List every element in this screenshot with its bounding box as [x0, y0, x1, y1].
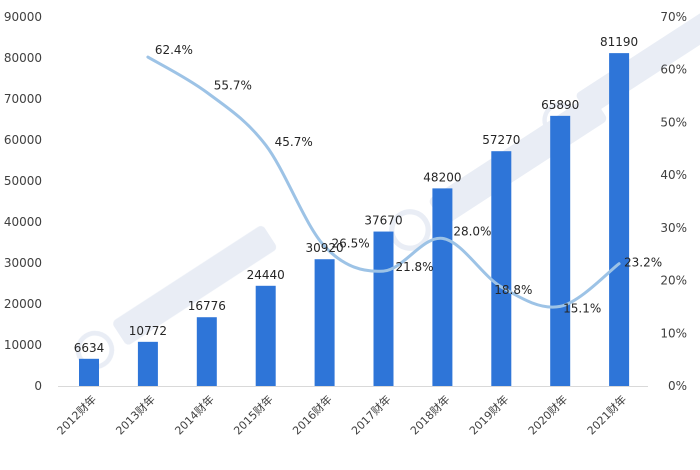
y-right-tick-label: 10%	[660, 326, 687, 340]
y-left-tick-label: 0	[34, 379, 42, 393]
x-tick-label: 2016财年	[289, 392, 334, 437]
y-right-tick-label: 0%	[668, 379, 687, 393]
watermark-bar	[113, 226, 277, 345]
bar	[373, 231, 394, 386]
line-value-label: 15.1%	[563, 301, 601, 315]
y-right-tick-label: 60%	[660, 63, 687, 77]
right-axis: 0% 10% 20% 30% 40% 50% 60% 70%	[660, 10, 687, 393]
line-value-label: 62.4%	[155, 43, 193, 57]
x-tick-label: 2013财年	[113, 392, 158, 437]
y-left-tick-label: 20000	[4, 297, 42, 311]
bar	[314, 259, 335, 386]
bar-value-label: 16776	[188, 299, 226, 313]
y-right-tick-label: 40%	[660, 168, 687, 182]
bar	[255, 285, 276, 386]
y-left-tick-label: 90000	[4, 10, 42, 24]
x-tick-label: 2018财年	[407, 392, 452, 437]
bar-labels: 6634 10772 16776 24440 30920 37670 48200 57270 6…	[74, 35, 638, 355]
y-left-tick-label: 40000	[4, 215, 42, 229]
y-left-tick-label: 50000	[4, 174, 42, 188]
bar-value-label: 6634	[74, 341, 105, 355]
x-tick-label: 2020财年	[525, 392, 570, 437]
bar-value-label: 37670	[364, 214, 402, 228]
bar-value-label: 65890	[541, 98, 579, 112]
x-tick-label: 2015财年	[231, 392, 276, 437]
x-tick-label: 2021财年	[584, 392, 629, 437]
line-series	[146, 55, 621, 309]
bar	[137, 341, 158, 386]
y-right-tick-label: 30%	[660, 221, 687, 235]
y-right-tick-label: 70%	[660, 10, 687, 24]
y-left-tick-label: 30000	[4, 256, 42, 270]
y-left-tick-label: 60000	[4, 133, 42, 147]
bar-value-label: 57270	[482, 133, 520, 147]
y-left-tick-label: 80000	[4, 51, 42, 65]
y-right-tick-label: 20%	[660, 274, 687, 288]
bar-value-label: 30920	[306, 241, 344, 255]
line-value-label: 26.5%	[332, 236, 370, 250]
left-axis: 0 10000 20000 30000 40000 50000 60000 70000 8000…	[4, 10, 42, 393]
bar-value-label: 81190	[600, 35, 638, 49]
watermark-ring	[389, 209, 431, 251]
bar-value-label: 10772	[129, 324, 167, 338]
bar	[196, 317, 217, 386]
line-labels: 62.4% 55.7% 45.7% 26.5% 21.8% 28.0% 18.8% 15.1%…	[155, 43, 662, 315]
x-axis: 2012财年 2013财年 2014财年 2015财年 2016财年 2017财年 2018…	[54, 386, 648, 437]
line-value-label: 21.8%	[395, 260, 433, 274]
x-tick-label: 2014财年	[172, 392, 217, 437]
bar	[609, 53, 630, 386]
line-value-label: 23.2%	[624, 256, 662, 270]
bar-value-label: 24440	[247, 268, 285, 282]
y-left-tick-label: 70000	[4, 92, 42, 106]
bar	[550, 115, 571, 386]
line-value-label: 28.0%	[453, 224, 491, 238]
line-value-label: 18.8%	[494, 283, 532, 297]
bar	[491, 151, 512, 386]
x-tick-label: 2019财年	[466, 392, 511, 437]
growth-line	[146, 55, 621, 309]
x-tick-label: 2017财年	[348, 392, 393, 437]
watermark-bar	[429, 95, 607, 225]
bar	[432, 188, 453, 386]
y-right-tick-label: 50%	[660, 115, 687, 129]
bar-value-label: 48200	[423, 170, 461, 184]
line-value-label: 55.7%	[214, 78, 252, 92]
line-value-label: 45.7%	[275, 135, 313, 149]
y-left-tick-label: 10000	[4, 338, 42, 352]
x-tick-label: 2012财年	[54, 392, 99, 437]
bar	[79, 358, 99, 386]
